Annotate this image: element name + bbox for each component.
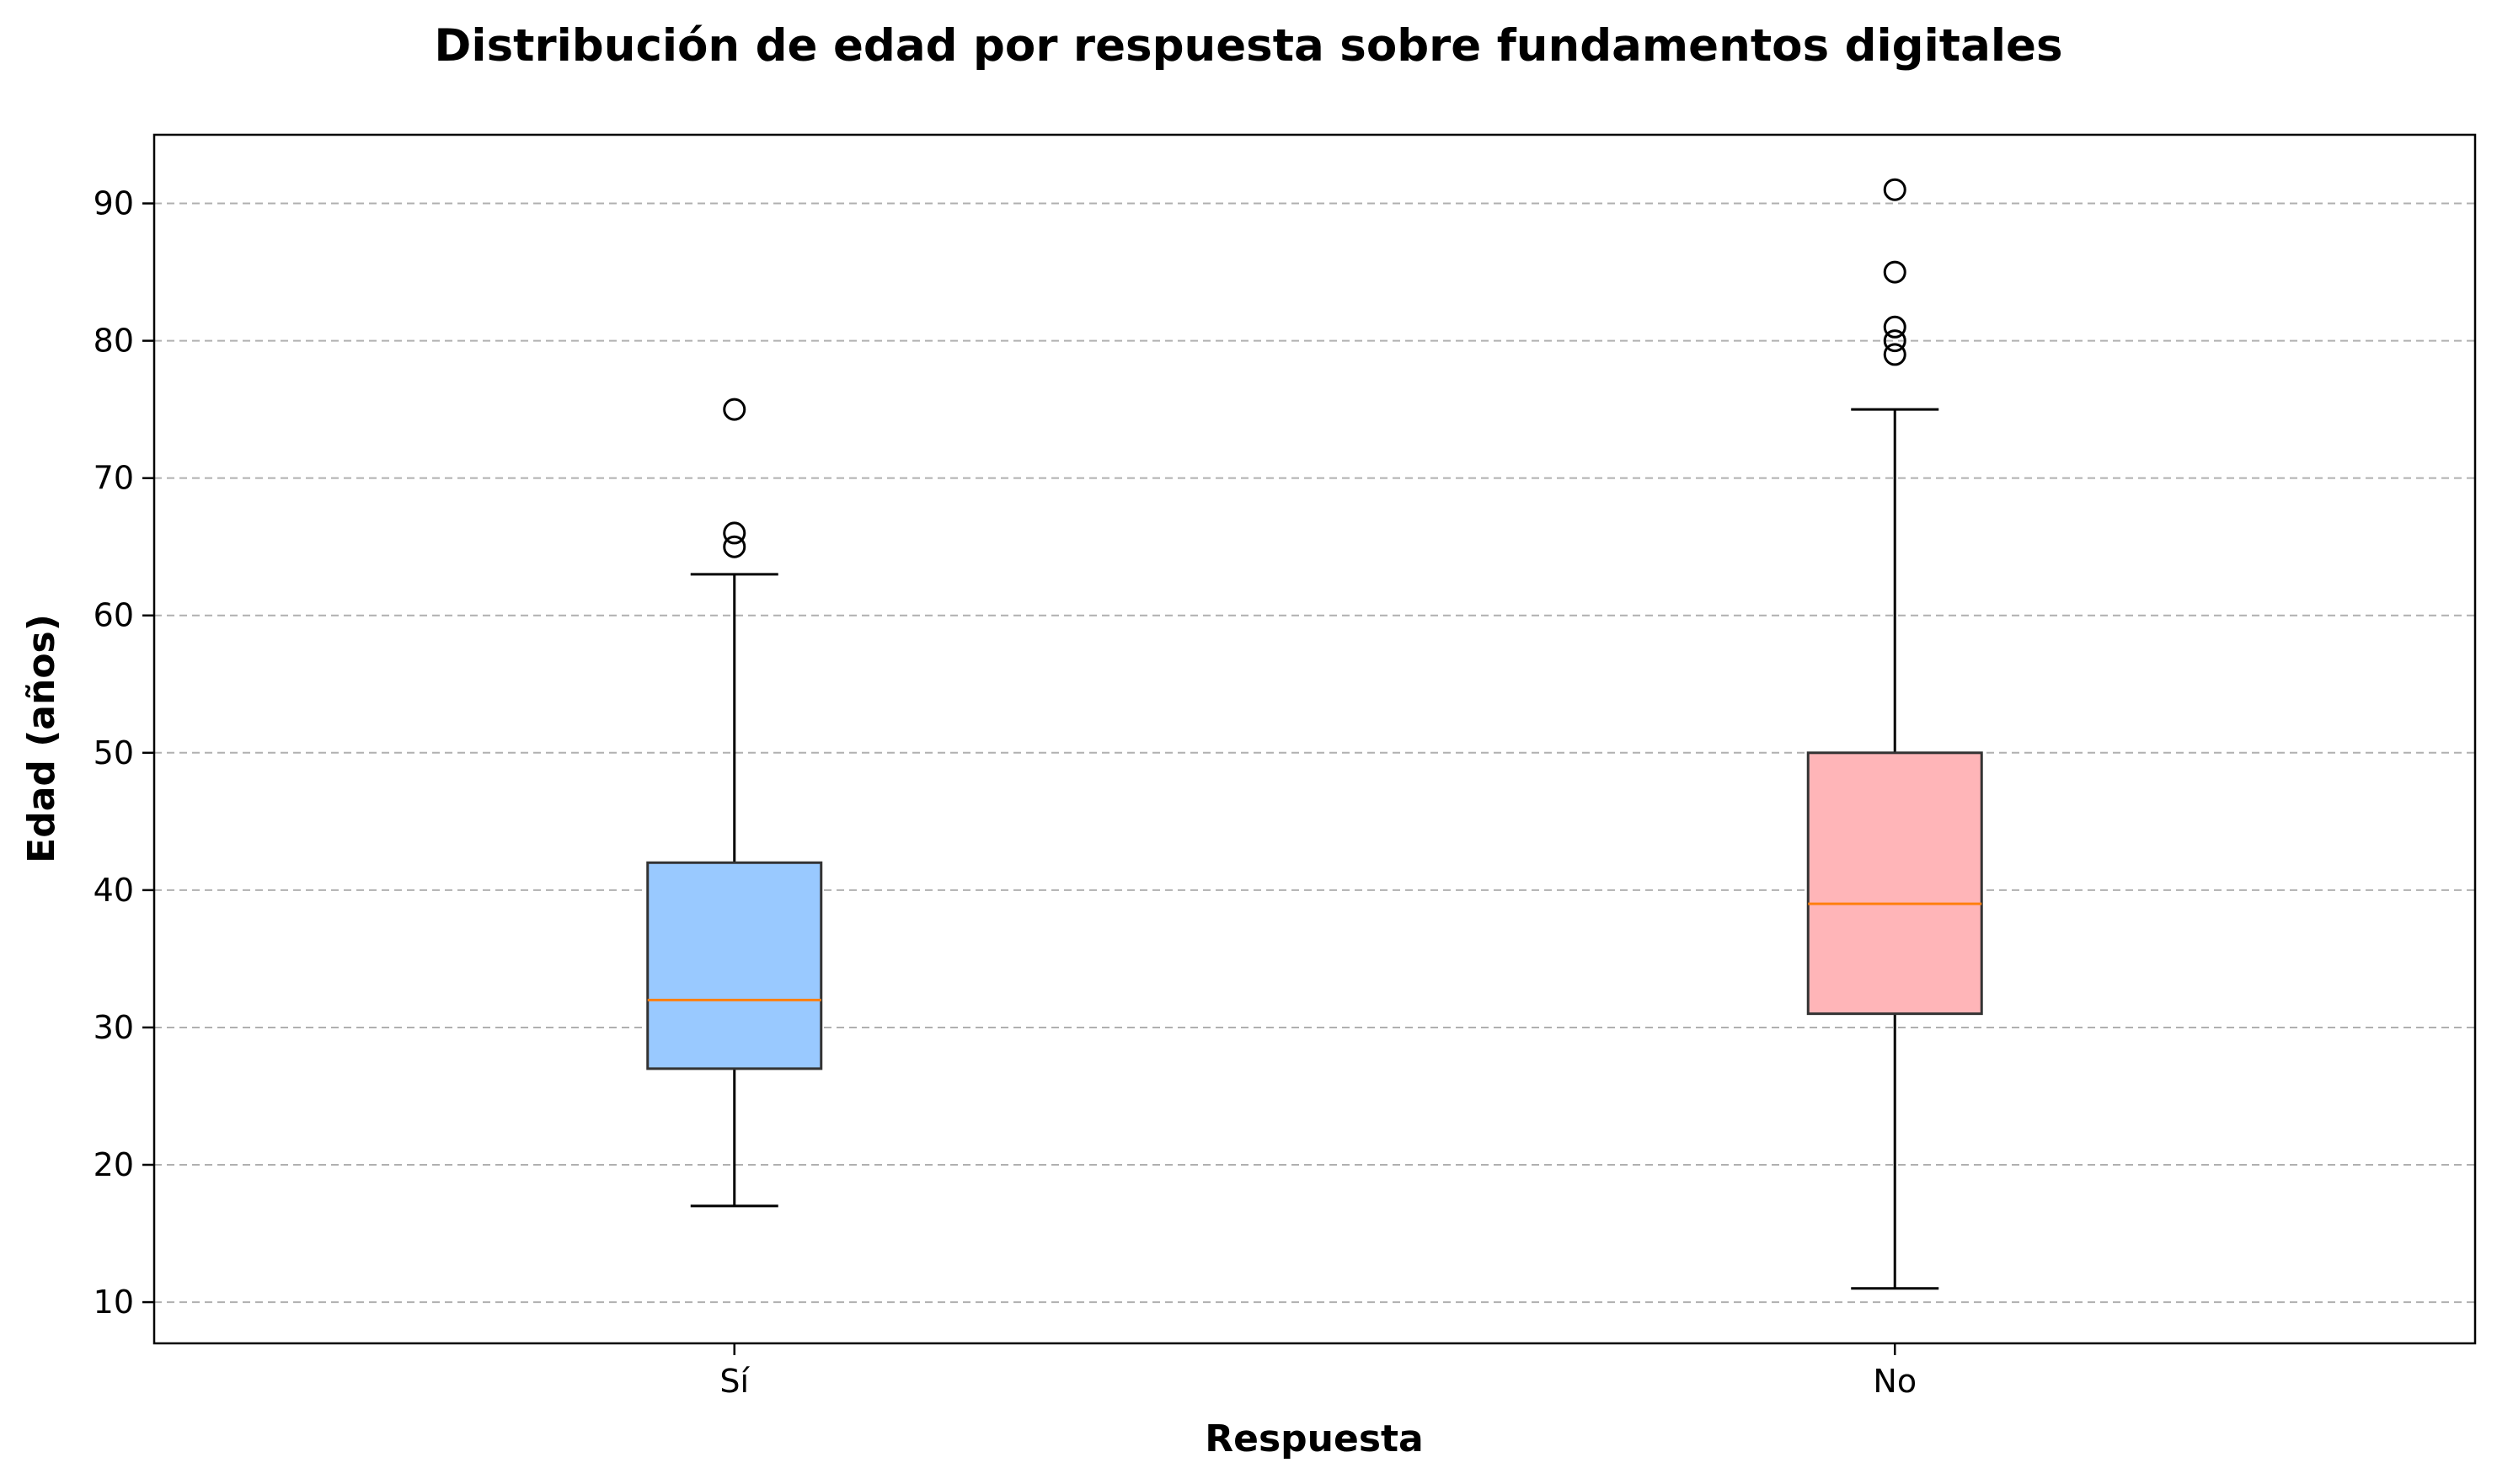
outlier-point-1-0 <box>1883 343 1906 366</box>
plot-frame <box>152 133 2477 1345</box>
y-axis-ticks: 10 20 30 40 50 60 70 80 90 <box>94 185 154 1321</box>
y-tick-label-70: 70 <box>94 460 134 497</box>
y-tick-label-30: 30 <box>94 1009 134 1046</box>
box-group-0 <box>646 398 823 1208</box>
y-axis-label: Edad (años) <box>20 614 63 863</box>
y-tick-label-50: 50 <box>94 734 134 771</box>
iqr-box-0 <box>646 861 823 1070</box>
x-tick-label-1: No <box>1873 1363 1917 1400</box>
outlier-point-1-1 <box>1883 329 1906 353</box>
iqr-box-1 <box>1806 751 1983 1016</box>
y-tick-label-90: 90 <box>94 185 134 222</box>
box-plots <box>646 178 1983 1290</box>
x-axis-label: Respuesta <box>1205 1417 1424 1460</box>
grid-lines <box>154 202 2475 1304</box>
chart-title: Distribución de edad por respuesta sobre… <box>434 20 2062 72</box>
x-axis-ticks: Sí No <box>719 1343 1917 1400</box>
box-group-1 <box>1806 178 1983 1290</box>
y-tick-label-20: 20 <box>94 1146 134 1183</box>
y-tick-label-80: 80 <box>94 323 134 360</box>
x-tick-label-0: Sí <box>719 1363 750 1400</box>
outlier-point-1-3 <box>1883 260 1906 284</box>
outlier-point-0-2 <box>723 398 746 421</box>
y-tick-label-60: 60 <box>94 597 134 634</box>
y-tick-label-40: 40 <box>94 872 134 909</box>
outlier-point-1-2 <box>1883 315 1906 339</box>
y-tick-label-10: 10 <box>94 1284 134 1321</box>
outlier-point-1-4 <box>1883 178 1906 201</box>
outlier-point-0-0 <box>723 535 746 558</box>
outlier-point-0-1 <box>723 521 746 545</box>
